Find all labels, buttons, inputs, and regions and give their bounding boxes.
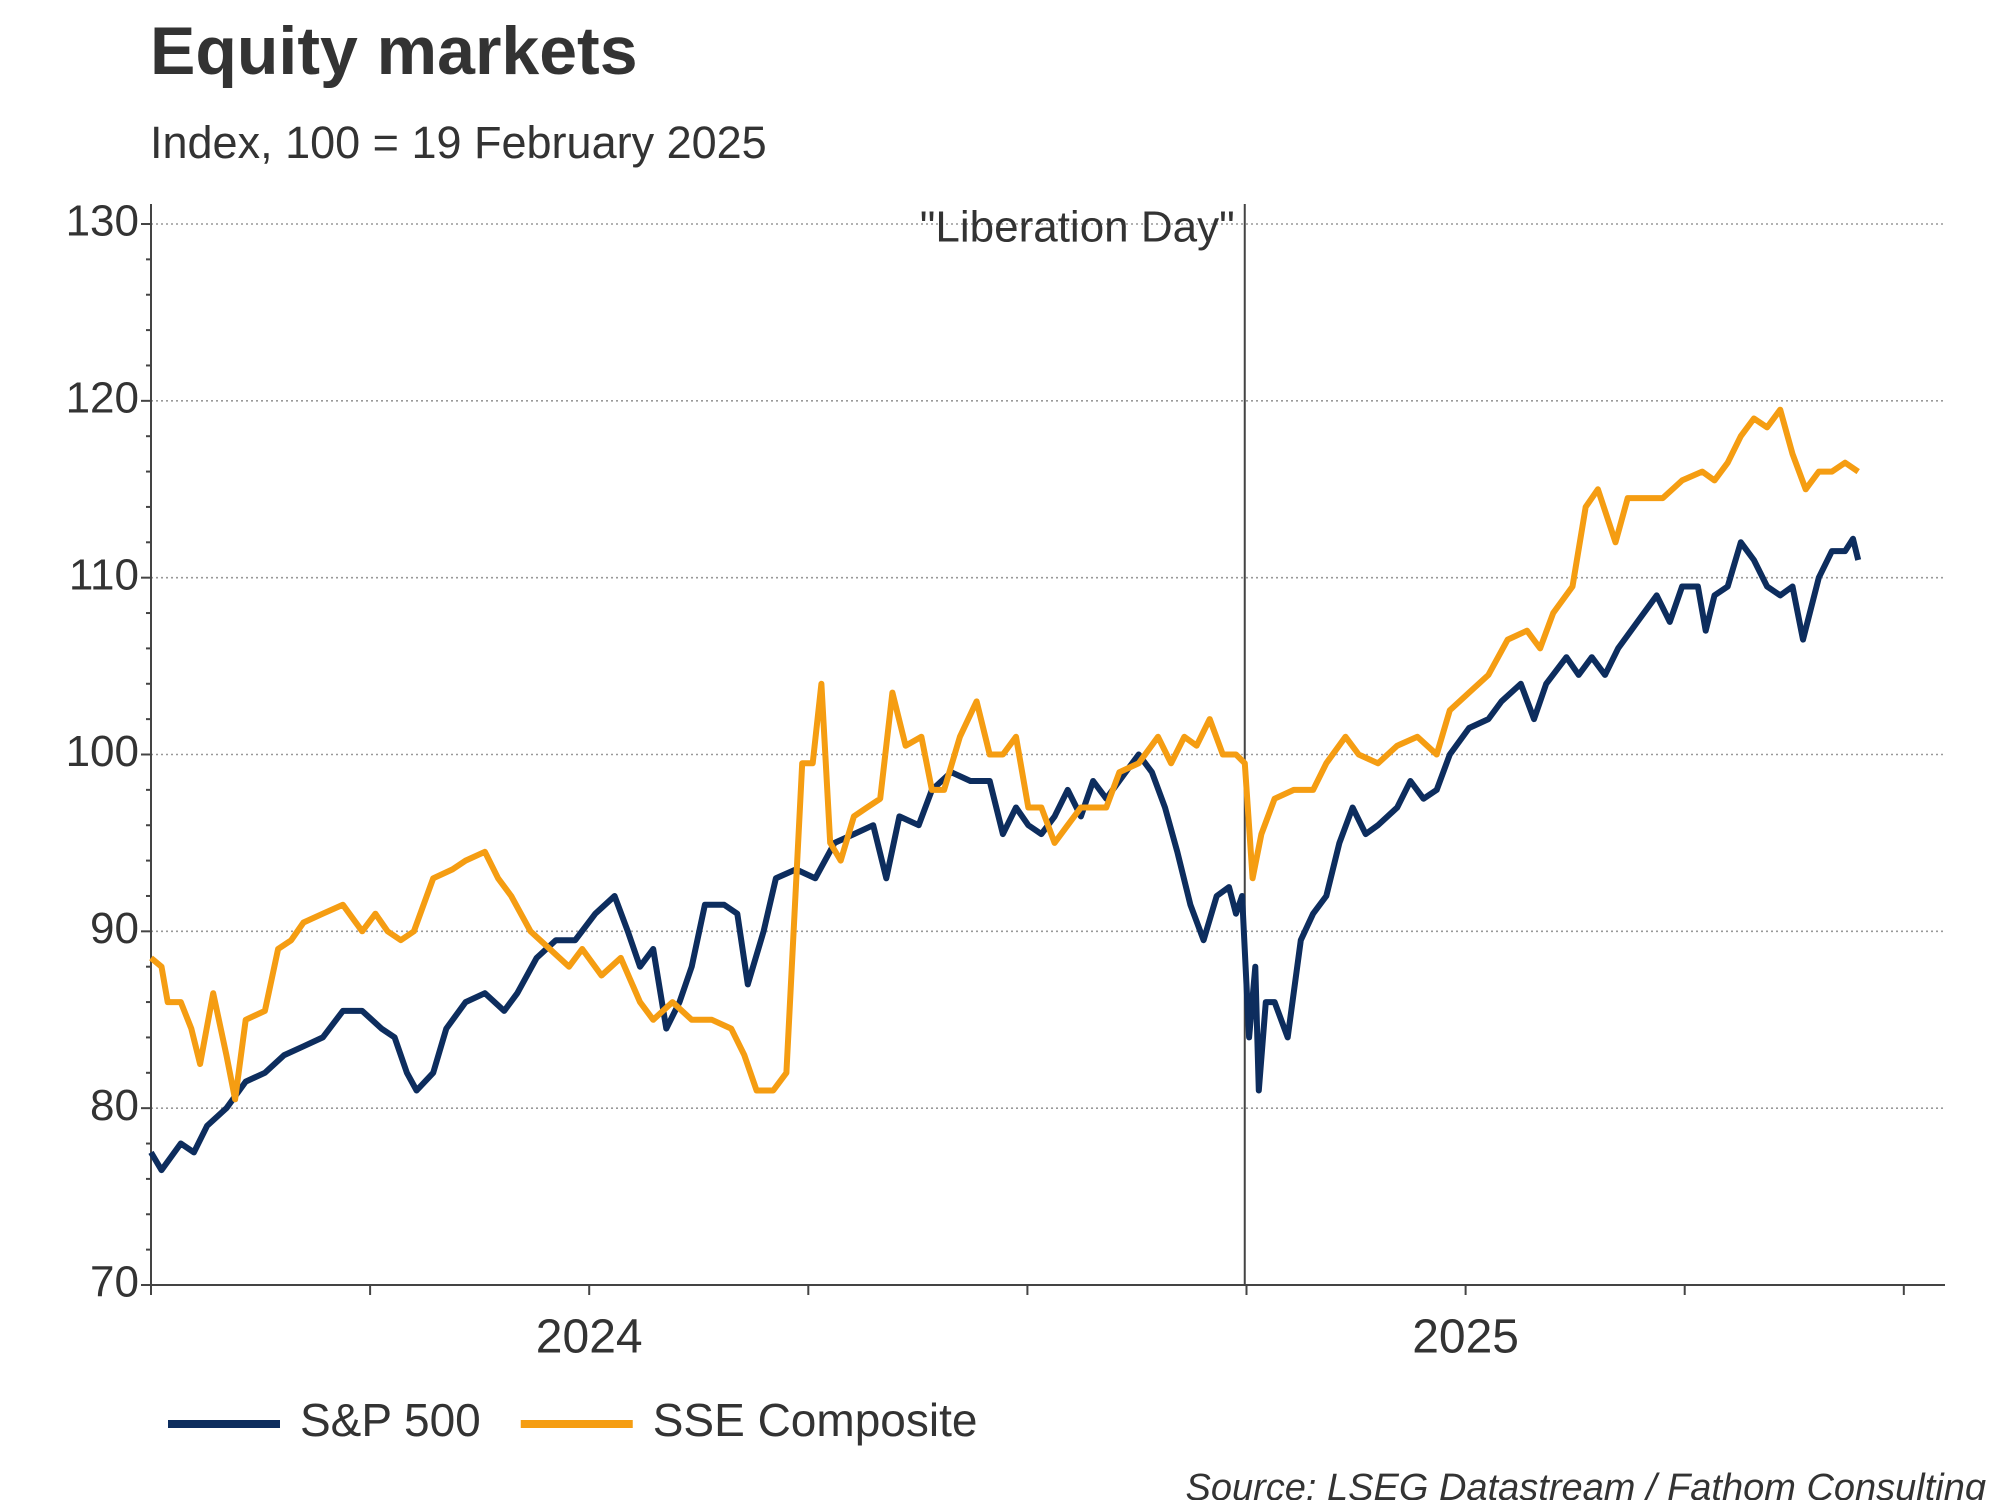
y-tick-label: 120	[66, 373, 139, 422]
legend-label: SSE Composite	[653, 1394, 978, 1446]
chart-title: Equity markets	[150, 13, 638, 89]
x-tick-label: 2025	[1412, 1311, 1519, 1364]
y-tick-label: 100	[66, 727, 139, 776]
source-note: Source: LSEG Datastream / Fathom Consult…	[1186, 1467, 1986, 1500]
y-tick-label: 130	[66, 197, 139, 246]
y-tick-label: 90	[90, 904, 139, 953]
chart-subtitle: Index, 100 = 19 February 2025	[150, 117, 767, 168]
series-line	[149, 406, 1860, 1103]
y-tick-label: 110	[69, 550, 139, 599]
series-line	[148, 535, 1862, 1174]
y-tick-label: 80	[90, 1081, 139, 1130]
legend-label: S&P 500	[300, 1394, 481, 1446]
x-tick-label: 2024	[536, 1311, 643, 1364]
annotation-label: "Liberation Day"	[920, 203, 1235, 252]
y-tick-label: 70	[90, 1258, 139, 1307]
